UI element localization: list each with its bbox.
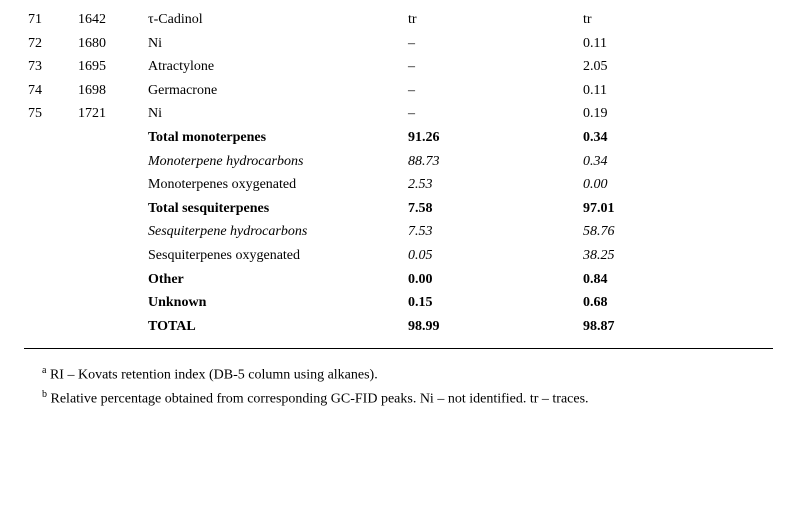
cell-val2: 0.11 — [579, 32, 773, 56]
cell-val1: 0.05 — [404, 244, 579, 268]
cell-num: 71 — [24, 8, 74, 32]
footnotes: a RI – Kovats retention index (DB-5 colu… — [24, 363, 773, 411]
cell-num — [24, 126, 74, 150]
footnote-a: a RI – Kovats retention index (DB-5 colu… — [42, 363, 773, 387]
cell-val1: 0.00 — [404, 268, 579, 292]
footnote-marker-a: a — [42, 365, 46, 376]
cell-ri: 1642 — [74, 8, 144, 32]
cell-ri — [74, 197, 144, 221]
cell-name: Monoterpenes oxygenated — [144, 173, 404, 197]
table-row: 711642τ-Cadinoltrtr — [24, 8, 773, 32]
cell-ri — [74, 268, 144, 292]
table-row: 751721Ni–0.19 — [24, 102, 773, 126]
cell-name: Ni — [144, 102, 404, 126]
cell-val1: – — [404, 102, 579, 126]
cell-name: Other — [144, 268, 404, 292]
cell-val2: tr — [579, 8, 773, 32]
data-table: 711642τ-Cadinoltrtr721680Ni–0.11731695At… — [24, 8, 773, 338]
cell-val2: 0.34 — [579, 150, 773, 174]
cell-ri — [74, 220, 144, 244]
table-bottom-rule — [24, 348, 773, 349]
cell-num: 75 — [24, 102, 74, 126]
footnote-marker-b: b — [42, 389, 47, 400]
table-row: Sesquiterpenes oxygenated0.0538.25 — [24, 244, 773, 268]
cell-name: τ-Cadinol — [144, 8, 404, 32]
cell-num — [24, 150, 74, 174]
cell-val2: 58.76 — [579, 220, 773, 244]
cell-num — [24, 315, 74, 339]
cell-val1: – — [404, 55, 579, 79]
cell-val1: 91.26 — [404, 126, 579, 150]
cell-ri — [74, 291, 144, 315]
cell-val2: 98.87 — [579, 315, 773, 339]
cell-val2: 0.11 — [579, 79, 773, 103]
footnote-b-text: Relative percentage obtained from corres… — [51, 392, 589, 407]
cell-name: Monoterpene hydrocarbons — [144, 150, 404, 174]
cell-val2: 38.25 — [579, 244, 773, 268]
cell-val2: 97.01 — [579, 197, 773, 221]
cell-val1: 7.53 — [404, 220, 579, 244]
cell-ri — [74, 126, 144, 150]
cell-val2: 2.05 — [579, 55, 773, 79]
cell-num: 72 — [24, 32, 74, 56]
table-row: Total monoterpenes91.260.34 — [24, 126, 773, 150]
cell-val1: 7.58 — [404, 197, 579, 221]
cell-val1: 0.15 — [404, 291, 579, 315]
cell-val1: – — [404, 79, 579, 103]
cell-name: Atractylone — [144, 55, 404, 79]
footnote-b: b Relative percentage obtained from corr… — [42, 387, 773, 411]
cell-val2: 0.00 — [579, 173, 773, 197]
cell-val2: 0.34 — [579, 126, 773, 150]
cell-num: 73 — [24, 55, 74, 79]
cell-val1: 98.99 — [404, 315, 579, 339]
cell-ri — [74, 244, 144, 268]
cell-num: 74 — [24, 79, 74, 103]
cell-num — [24, 197, 74, 221]
cell-name: Total monoterpenes — [144, 126, 404, 150]
cell-name: Ni — [144, 32, 404, 56]
cell-num — [24, 268, 74, 292]
cell-val1: 2.53 — [404, 173, 579, 197]
cell-val1: tr — [404, 8, 579, 32]
cell-name: Sesquiterpene hydrocarbons — [144, 220, 404, 244]
cell-val2: 0.68 — [579, 291, 773, 315]
cell-name: Germacrone — [144, 79, 404, 103]
cell-ri — [74, 173, 144, 197]
table-row: Monoterpenes oxygenated2.530.00 — [24, 173, 773, 197]
cell-ri — [74, 150, 144, 174]
cell-name: Sesquiterpenes oxygenated — [144, 244, 404, 268]
cell-val1: 88.73 — [404, 150, 579, 174]
table-row: 731695Atractylone–2.05 — [24, 55, 773, 79]
cell-num — [24, 291, 74, 315]
table-row: 721680Ni–0.11 — [24, 32, 773, 56]
cell-ri: 1698 — [74, 79, 144, 103]
cell-ri: 1695 — [74, 55, 144, 79]
cell-ri: 1721 — [74, 102, 144, 126]
table-row: TOTAL98.9998.87 — [24, 315, 773, 339]
table-row: Monoterpene hydrocarbons88.730.34 — [24, 150, 773, 174]
cell-num — [24, 244, 74, 268]
cell-num — [24, 173, 74, 197]
cell-ri: 1680 — [74, 32, 144, 56]
table-row: Total sesquiterpenes7.5897.01 — [24, 197, 773, 221]
footnote-a-text: RI – Kovats retention index (DB-5 column… — [50, 368, 378, 383]
table-row: Unknown0.150.68 — [24, 291, 773, 315]
cell-num — [24, 220, 74, 244]
table-row: Sesquiterpene hydrocarbons7.5358.76 — [24, 220, 773, 244]
cell-ri — [74, 315, 144, 339]
cell-name: Unknown — [144, 291, 404, 315]
cell-val1: – — [404, 32, 579, 56]
cell-val2: 0.19 — [579, 102, 773, 126]
table-row: Other0.000.84 — [24, 268, 773, 292]
cell-name: Total sesquiterpenes — [144, 197, 404, 221]
cell-val2: 0.84 — [579, 268, 773, 292]
cell-name: TOTAL — [144, 315, 404, 339]
table-row: 741698Germacrone–0.11 — [24, 79, 773, 103]
